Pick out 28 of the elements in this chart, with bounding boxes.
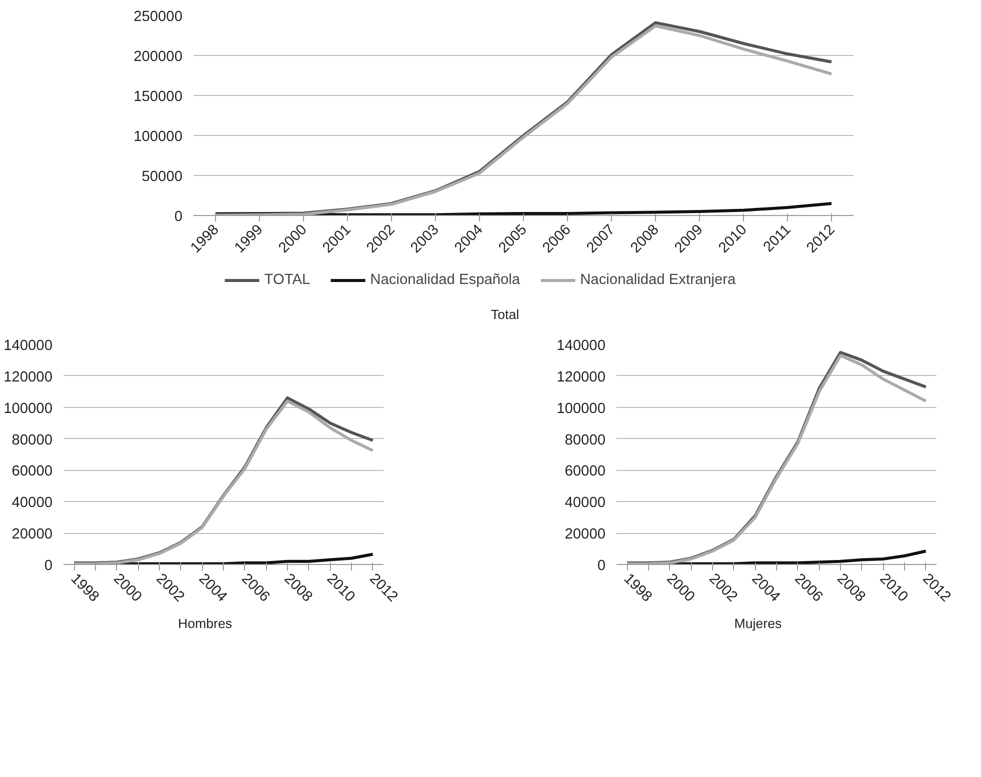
y-tick-label: 80000 bbox=[564, 432, 606, 448]
y-tick-label: 50000 bbox=[142, 169, 183, 185]
y-tick-label: 100000 bbox=[134, 129, 183, 145]
y-tick-label: 100000 bbox=[556, 400, 606, 417]
y-tick-label: 40000 bbox=[564, 495, 606, 512]
y-tick-label: 60000 bbox=[564, 464, 606, 480]
y-tick-label: 60000 bbox=[12, 464, 53, 480]
y-tick-label: 20000 bbox=[564, 526, 606, 543]
y-tick-label: 0 bbox=[597, 558, 606, 574]
y-tick-label: 140000 bbox=[556, 338, 606, 354]
y-tick-label: 150000 bbox=[134, 89, 183, 105]
text: Total bbox=[490, 306, 520, 324]
y-tick-label: 80000 bbox=[12, 432, 53, 448]
y-tick-label: 0 bbox=[44, 558, 53, 574]
y-tick-label: 0 bbox=[174, 209, 183, 225]
y-tick-label: 120000 bbox=[556, 369, 606, 386]
y-tick-label: 100000 bbox=[4, 400, 53, 417]
y-tick-label: 40000 bbox=[12, 495, 53, 512]
y-tick-label: 200000 bbox=[134, 49, 183, 65]
text: Hombres bbox=[178, 615, 232, 634]
legend-label: Nacionalidad Española bbox=[370, 272, 520, 288]
y-tick-label: 250000 bbox=[134, 9, 183, 25]
legend-label: TOTAL bbox=[264, 272, 310, 288]
y-tick-label: 20000 bbox=[12, 526, 53, 543]
y-tick-label: 140000 bbox=[4, 338, 53, 354]
legend-label: Nacionalidad Extranjera bbox=[580, 272, 736, 288]
y-tick-label: 120000 bbox=[4, 369, 53, 386]
text: Mujeres bbox=[734, 615, 782, 634]
